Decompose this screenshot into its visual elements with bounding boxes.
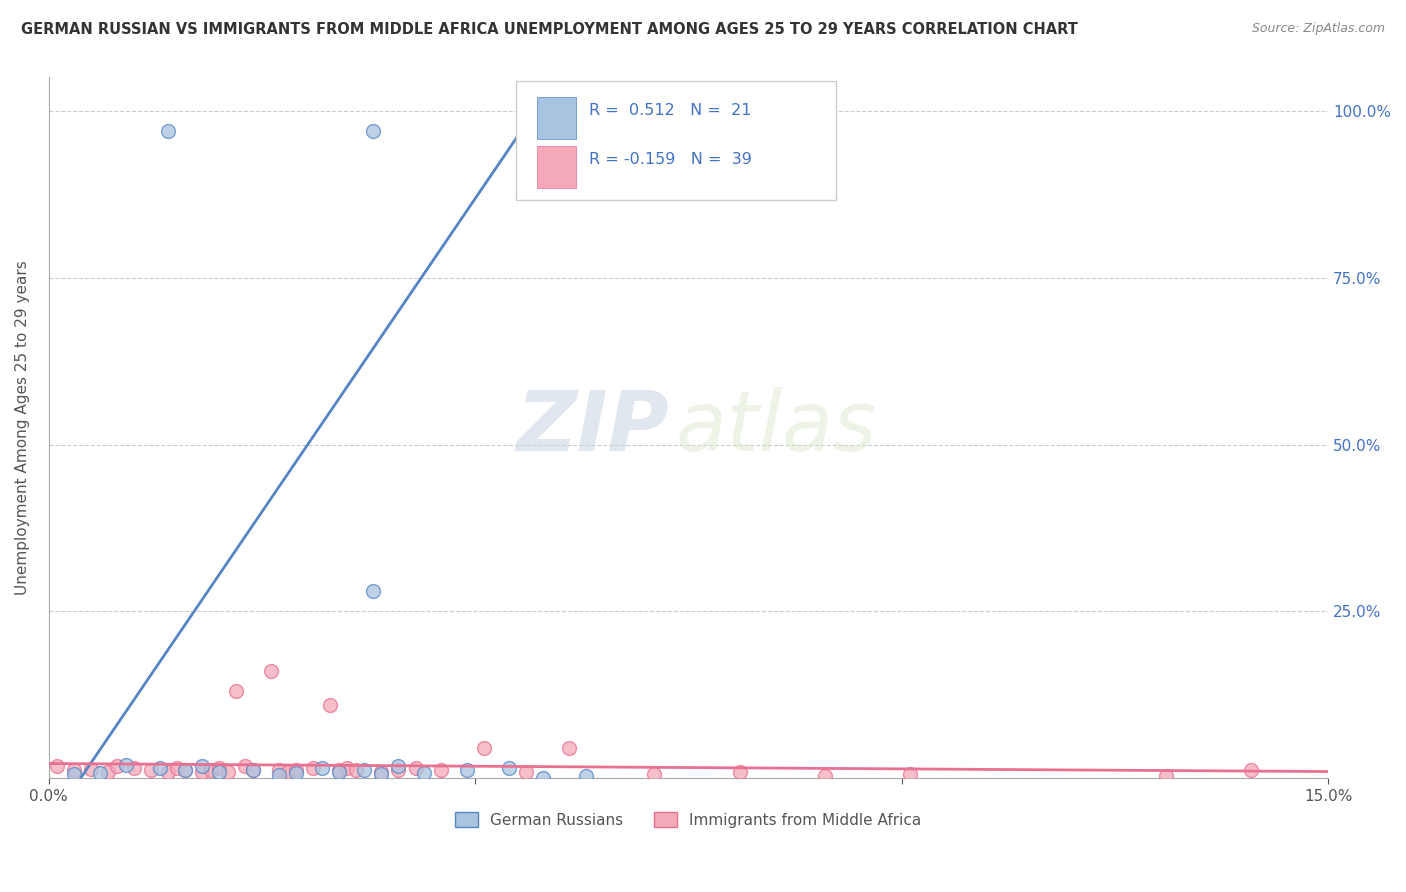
FancyBboxPatch shape xyxy=(537,97,576,139)
Point xyxy=(558,741,581,756)
FancyBboxPatch shape xyxy=(537,146,576,188)
Point xyxy=(242,763,264,777)
Point xyxy=(302,760,325,774)
Text: R = -0.159   N =  39: R = -0.159 N = 39 xyxy=(589,153,752,168)
Y-axis label: Unemployment Among Ages 25 to 29 years: Unemployment Among Ages 25 to 29 years xyxy=(15,260,30,595)
Point xyxy=(217,764,239,779)
Point xyxy=(139,763,162,777)
Text: ZIP: ZIP xyxy=(516,387,669,468)
Point xyxy=(1154,768,1177,782)
Point xyxy=(285,765,308,780)
Point xyxy=(344,763,367,777)
Point xyxy=(370,764,392,779)
Point xyxy=(405,760,427,774)
Point xyxy=(328,763,350,777)
Point xyxy=(575,768,598,782)
Point xyxy=(533,771,555,785)
Point xyxy=(242,763,264,777)
Point xyxy=(430,763,453,777)
Point xyxy=(311,761,333,775)
Point xyxy=(413,765,436,780)
Legend: German Russians, Immigrants from Middle Africa: German Russians, Immigrants from Middle … xyxy=(450,805,928,834)
Text: R =  0.512   N =  21: R = 0.512 N = 21 xyxy=(589,103,751,119)
Point xyxy=(1240,763,1263,777)
Point xyxy=(174,763,197,777)
Point xyxy=(46,759,69,773)
Point xyxy=(353,763,375,777)
Point xyxy=(208,760,231,774)
Point xyxy=(166,760,188,774)
Point xyxy=(174,763,197,777)
FancyBboxPatch shape xyxy=(516,81,835,200)
Point xyxy=(63,763,86,777)
Point xyxy=(259,665,281,679)
Point xyxy=(97,764,120,779)
Text: atlas: atlas xyxy=(676,387,877,468)
Point xyxy=(122,761,145,775)
Point xyxy=(387,763,409,777)
Point xyxy=(105,759,128,773)
Point xyxy=(233,759,256,773)
Text: Source: ZipAtlas.com: Source: ZipAtlas.com xyxy=(1251,22,1385,36)
Point xyxy=(515,764,537,779)
Point xyxy=(114,757,136,772)
Point xyxy=(63,767,86,781)
Point xyxy=(157,764,180,779)
Point xyxy=(277,764,299,779)
Point xyxy=(319,698,342,712)
Point xyxy=(285,763,308,777)
Point xyxy=(361,584,384,599)
Text: GERMAN RUSSIAN VS IMMIGRANTS FROM MIDDLE AFRICA UNEMPLOYMENT AMONG AGES 25 TO 29: GERMAN RUSSIAN VS IMMIGRANTS FROM MIDDLE… xyxy=(21,22,1078,37)
Point xyxy=(157,124,180,138)
Point xyxy=(814,768,837,782)
Point xyxy=(336,760,359,774)
Point xyxy=(225,684,247,698)
Point xyxy=(191,764,214,779)
Point xyxy=(498,761,520,775)
Point xyxy=(89,765,111,780)
Point xyxy=(80,762,103,776)
Point xyxy=(200,763,222,777)
Point xyxy=(361,124,384,138)
Point xyxy=(191,759,214,773)
Point xyxy=(643,767,665,781)
Point xyxy=(149,761,172,775)
Point xyxy=(728,764,751,779)
Point xyxy=(370,767,392,781)
Point xyxy=(267,763,290,777)
Point xyxy=(456,763,478,777)
Point xyxy=(898,767,921,781)
Point xyxy=(267,768,290,782)
Point xyxy=(208,764,231,779)
Point xyxy=(328,764,350,779)
Point xyxy=(472,741,495,756)
Point xyxy=(387,759,409,773)
